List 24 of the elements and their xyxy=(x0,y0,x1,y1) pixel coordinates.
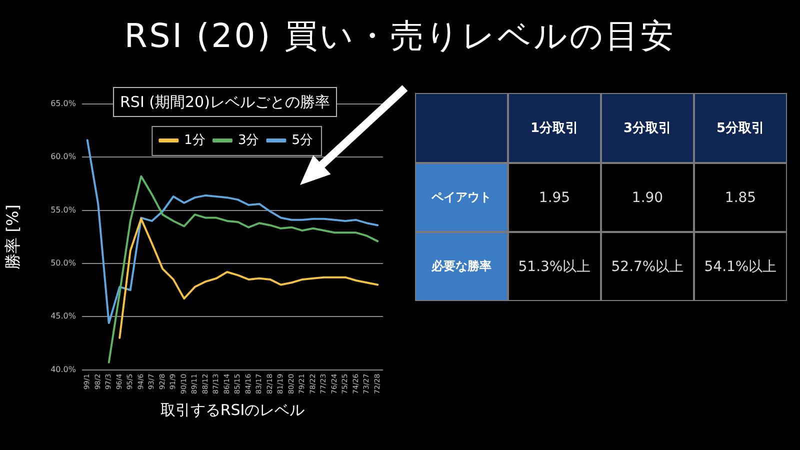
category-label: 3分取引 xyxy=(623,120,672,137)
category-label: ペイアウト xyxy=(432,190,492,204)
legend-label: 5分 xyxy=(292,132,314,148)
category-label: 5分取引 xyxy=(716,120,765,137)
x-axis-title: 取引するRSIのレベル xyxy=(160,400,305,419)
y-tick-label: 65.0% xyxy=(50,99,76,108)
chart-subtitle: RSI (期間20)レベルごとの勝率 xyxy=(120,92,330,112)
category-label: 1分取引 xyxy=(530,120,579,137)
text: 1.85 xyxy=(724,190,756,206)
text: 51.3%以上 xyxy=(518,258,591,274)
y-axis-title: 勝率 [%] xyxy=(2,204,22,270)
legend-label: 3分 xyxy=(238,132,260,148)
y-tick-label: 45.0% xyxy=(50,312,76,321)
y-tick-label: 55.0% xyxy=(50,205,76,214)
text: 52.7%以上 xyxy=(611,258,684,274)
text: 1.95 xyxy=(538,190,570,206)
legend-label: 1分 xyxy=(184,132,206,148)
y-tick-label: 60.0% xyxy=(50,152,76,162)
text: 54.1%以上 xyxy=(704,258,777,274)
chart-title: RSI (20) 買い・売りレベルの目安 xyxy=(124,16,676,55)
text: 1.90 xyxy=(632,190,664,206)
y-tick-label: 40.0% xyxy=(50,364,76,374)
y-tick-label: 50.0% xyxy=(50,258,76,268)
category-label: 必要な勝率 xyxy=(432,259,492,273)
